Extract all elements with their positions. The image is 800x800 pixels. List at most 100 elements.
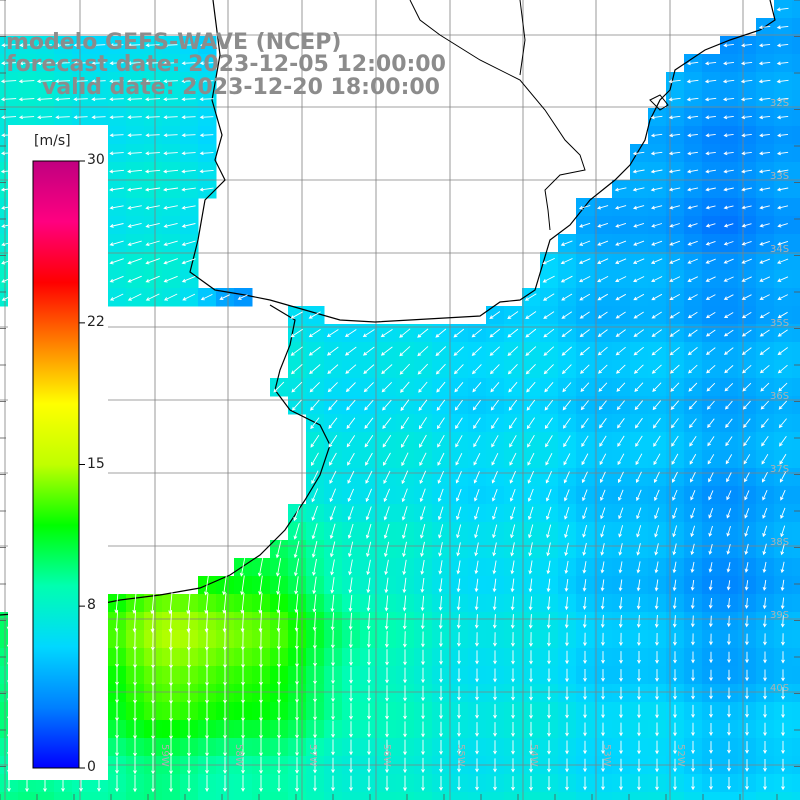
wind-arrow bbox=[367, 775, 371, 792]
wind-arrow bbox=[527, 506, 534, 521]
wind-arrow bbox=[723, 205, 734, 210]
wind-arrow bbox=[741, 43, 753, 48]
wind-arrow bbox=[724, 382, 734, 392]
wind-arrow bbox=[686, 61, 699, 66]
wind-arrow bbox=[109, 293, 124, 301]
wind-arrow bbox=[109, 223, 124, 228]
wind-arrow bbox=[581, 435, 589, 448]
wind-arrow bbox=[383, 470, 391, 484]
wind-cell bbox=[468, 792, 487, 800]
wind-arrow bbox=[510, 542, 515, 557]
wind-arrow bbox=[205, 738, 209, 757]
wind-arrow bbox=[273, 381, 285, 393]
wind-arrow bbox=[763, 759, 767, 772]
wind-arrow bbox=[457, 704, 461, 719]
wind-arrow bbox=[705, 240, 716, 246]
wind-arrow bbox=[400, 399, 410, 412]
wind-arrow bbox=[616, 400, 625, 411]
wind-arrow bbox=[181, 223, 196, 228]
wind-arrow bbox=[564, 596, 569, 611]
wind-arrow bbox=[671, 471, 678, 483]
wind-arrow bbox=[686, 169, 699, 174]
wind-arrow bbox=[295, 775, 299, 792]
wind-arrow bbox=[509, 435, 517, 448]
wind-cell bbox=[792, 738, 800, 757]
wind-arrow bbox=[704, 79, 717, 84]
wind-cell bbox=[792, 486, 800, 505]
wind-arrow bbox=[163, 61, 178, 66]
wind-cell bbox=[792, 522, 800, 541]
wind-arrow bbox=[637, 669, 641, 682]
wind-arrow bbox=[73, 97, 88, 102]
wind-arrow bbox=[723, 258, 734, 264]
wind-arrow bbox=[547, 758, 551, 773]
wind-arrow bbox=[471, 364, 482, 375]
wind-arrow bbox=[525, 346, 537, 357]
wind-arrow bbox=[364, 417, 374, 429]
wind-arrow bbox=[420, 595, 425, 612]
wind-arrow bbox=[723, 329, 734, 337]
wind-arrow bbox=[311, 505, 318, 521]
wind-arrow bbox=[205, 756, 209, 775]
wind-cell bbox=[684, 792, 703, 800]
longitude-label: 52W bbox=[675, 744, 686, 767]
wind-arrow bbox=[689, 418, 697, 429]
wind-arrow bbox=[127, 151, 142, 156]
wind-arrow bbox=[726, 562, 731, 573]
wind-cell bbox=[792, 0, 800, 19]
wind-arrow bbox=[511, 776, 515, 791]
wind-arrow bbox=[632, 169, 645, 174]
wind-arrow bbox=[401, 488, 408, 503]
wind-arrow bbox=[144, 169, 161, 174]
latitude-label: 35S bbox=[770, 318, 789, 329]
wind-arrow bbox=[491, 489, 498, 502]
wind-arrow bbox=[779, 435, 787, 447]
wind-arrow bbox=[403, 703, 407, 720]
wind-arrow bbox=[349, 721, 353, 738]
wind-cell bbox=[648, 792, 667, 800]
wind-arrow bbox=[615, 222, 627, 228]
wind-arrow bbox=[471, 346, 482, 356]
wind-arrow bbox=[347, 506, 354, 521]
wind-arrow bbox=[670, 382, 680, 392]
wind-arrow bbox=[277, 738, 281, 757]
wind-arrow bbox=[578, 258, 591, 265]
wind-arrow bbox=[401, 452, 409, 467]
wind-arrow bbox=[763, 741, 767, 754]
wind-arrow bbox=[275, 558, 282, 577]
wind-arrow bbox=[365, 541, 372, 558]
wind-arrow bbox=[436, 399, 446, 411]
wind-arrow bbox=[583, 704, 587, 719]
wind-arrow bbox=[650, 169, 663, 174]
wind-arrow bbox=[723, 276, 734, 282]
wind-arrow bbox=[474, 542, 479, 557]
wind-arrow bbox=[544, 417, 553, 429]
wind-arrow bbox=[474, 506, 480, 521]
wind-arrow bbox=[637, 704, 641, 719]
wind-arrow bbox=[291, 399, 302, 411]
wind-arrow bbox=[365, 523, 372, 539]
wind-arrow bbox=[182, 293, 196, 301]
colorbar-tick-label: 0 bbox=[87, 759, 96, 775]
wind-arrow bbox=[511, 758, 515, 773]
wind-cell bbox=[702, 792, 721, 800]
wind-arrow bbox=[615, 329, 626, 337]
wind-arrow bbox=[687, 364, 698, 374]
wind-arrow bbox=[654, 579, 659, 592]
axis-labels: 32S33S34S35S36S37S38S39S40S61W60W59W58W5… bbox=[9, 98, 789, 767]
wind-cell bbox=[180, 792, 199, 800]
wind-arrow bbox=[762, 525, 768, 538]
wind-arrow bbox=[759, 294, 770, 300]
wind-arrow bbox=[726, 615, 731, 628]
wind-arrow bbox=[762, 615, 767, 628]
wind-arrow bbox=[780, 597, 785, 610]
wind-arrow bbox=[745, 776, 749, 791]
wind-arrow bbox=[743, 418, 751, 429]
wind-arrow bbox=[672, 597, 677, 610]
wind-arrow bbox=[163, 187, 179, 192]
wind-cell bbox=[36, 792, 55, 800]
wind-arrow bbox=[545, 452, 553, 466]
wind-arrow bbox=[331, 666, 335, 685]
wind-arrow bbox=[510, 560, 515, 575]
wind-arrow bbox=[579, 222, 591, 228]
